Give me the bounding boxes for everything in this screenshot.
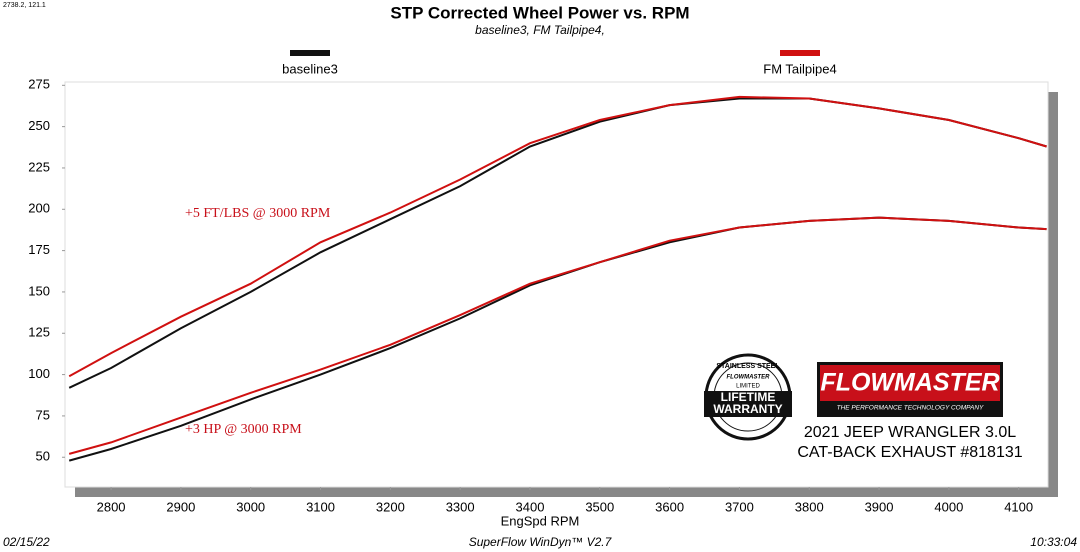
x-tick-label: 3400 [516, 499, 545, 514]
footer-time: 10:33:04 [1030, 535, 1077, 549]
legend-label: FM Tailpipe4 [763, 61, 836, 76]
x-tick-label: 4000 [934, 499, 963, 514]
y-tick-label: 275 [28, 77, 50, 92]
x-tick-label: 3500 [585, 499, 614, 514]
legend-swatch [290, 50, 330, 56]
y-tick-label: 225 [28, 159, 50, 174]
chart-title: STP Corrected Wheel Power vs. RPM [390, 3, 689, 22]
badge-brand: FLOWMASTER [727, 375, 771, 381]
plot-area [64, 81, 1049, 488]
caption: CAT-BACK EXHAUST #818131 [797, 444, 1022, 461]
x-tick-label: 3900 [865, 499, 894, 514]
x-tick-label: 3700 [725, 499, 754, 514]
x-tick-label: 3100 [306, 499, 335, 514]
badge-band [704, 391, 792, 417]
footer-date: 02/15/22 [3, 535, 50, 549]
chart-subtitle: baseline3, FM Tailpipe4, [475, 23, 605, 37]
warranty-badge: STAINLESS STEEL FLOWMASTER LIMITED LIFET… [704, 353, 792, 441]
x-tick-label: 3300 [446, 499, 475, 514]
x-tick-label: 3800 [795, 499, 824, 514]
x-tick-label: 4100 [1004, 499, 1033, 514]
y-tick-label: 50 [36, 449, 50, 464]
y-tick-label: 75 [36, 407, 50, 422]
x-tick-label: 3000 [236, 499, 265, 514]
annotation: +5 FT/LBS @ 3000 RPM [185, 206, 331, 221]
x-axis-label: EngSpd RPM [501, 513, 580, 528]
x-tick-label: 2800 [97, 499, 126, 514]
x-tick-label: 3600 [655, 499, 684, 514]
y-tick-label: 250 [28, 118, 50, 133]
caption: 2021 JEEP WRANGLER 3.0L [804, 424, 1016, 441]
badge-line2: WARRANTY [713, 402, 782, 416]
footer-software: SuperFlow WinDyn™ V2.7 [469, 535, 613, 549]
y-tick-label: 175 [28, 242, 50, 257]
y-tick-label: 200 [28, 201, 50, 216]
annotation: +3 HP @ 3000 RPM [185, 422, 302, 437]
data-line [68, 216, 1047, 455]
x-tick-label: 2900 [166, 499, 195, 514]
cursor-readout: 2738.2, 121.1 [3, 2, 46, 9]
logo-tagline: THE PERFORMANCE TECHNOLOGY COMPANY [837, 405, 984, 412]
data-line [68, 95, 1047, 378]
legend-swatch [780, 50, 820, 56]
y-tick-label: 100 [28, 366, 50, 381]
badge-top: STAINLESS STEEL [716, 363, 780, 370]
x-tick-label: 3200 [376, 499, 405, 514]
badge-limited: LIMITED [736, 384, 760, 390]
flowmaster-logo: FLOWMASTER THE PERFORMANCE TECHNOLOGY CO… [817, 362, 1003, 417]
y-tick-label: 125 [28, 325, 50, 340]
logo-red [820, 365, 1000, 401]
logo-brand: FLOWMASTER [820, 369, 999, 397]
legend-label: baseline3 [282, 61, 338, 76]
badge-line1: LIFETIME [721, 390, 776, 404]
y-tick-label: 150 [28, 283, 50, 298]
